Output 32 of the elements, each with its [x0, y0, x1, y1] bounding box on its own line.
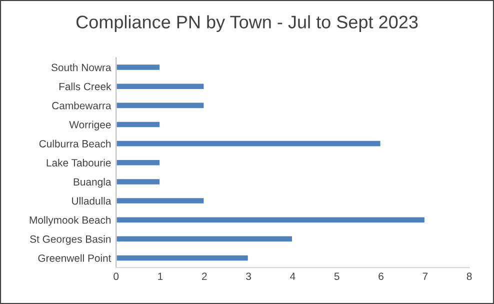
y-tick-label: St Georges Basin — [30, 235, 111, 245]
bar — [116, 216, 426, 224]
bar — [116, 140, 382, 148]
x-tick-label: 8 — [466, 272, 472, 280]
x-tick-label: 6 — [378, 272, 384, 280]
y-tick-label: South Nowra — [51, 64, 112, 72]
bar — [116, 158, 161, 167]
x-tick-label: 7 — [422, 272, 428, 280]
y-tick-label: Culburra Beach — [39, 140, 111, 148]
y-tick-label: Greenwell Point — [38, 254, 112, 262]
y-tick-label: Worrigee — [69, 120, 111, 130]
y-tick-label: Buangla — [74, 178, 112, 188]
y-tick-label: Falls Creek — [59, 82, 112, 90]
bar — [116, 234, 294, 243]
bar — [116, 178, 161, 186]
x-tick-label: 5 — [334, 272, 340, 280]
y-tick-label: Cambewarra — [52, 102, 112, 110]
x-tick-label: 1 — [158, 272, 163, 280]
chart-title: Compliance PN by Town - Jul to Sept 2023 — [76, 15, 418, 32]
x-tick-label: 2 — [202, 272, 207, 280]
bar — [116, 101, 206, 110]
bar — [116, 254, 250, 262]
bar — [116, 82, 206, 90]
x-tick-label: 3 — [246, 272, 251, 280]
y-tick-label: Mollymook Beach — [30, 216, 111, 226]
bar — [116, 120, 161, 129]
x-tick-label: 4 — [290, 272, 296, 280]
bar — [116, 196, 206, 205]
x-tick-label: 0 — [114, 272, 119, 280]
y-tick-label: Ulladulla — [72, 197, 112, 205]
y-tick-label: Lake Tabourie — [46, 158, 111, 167]
bar — [116, 63, 161, 72]
